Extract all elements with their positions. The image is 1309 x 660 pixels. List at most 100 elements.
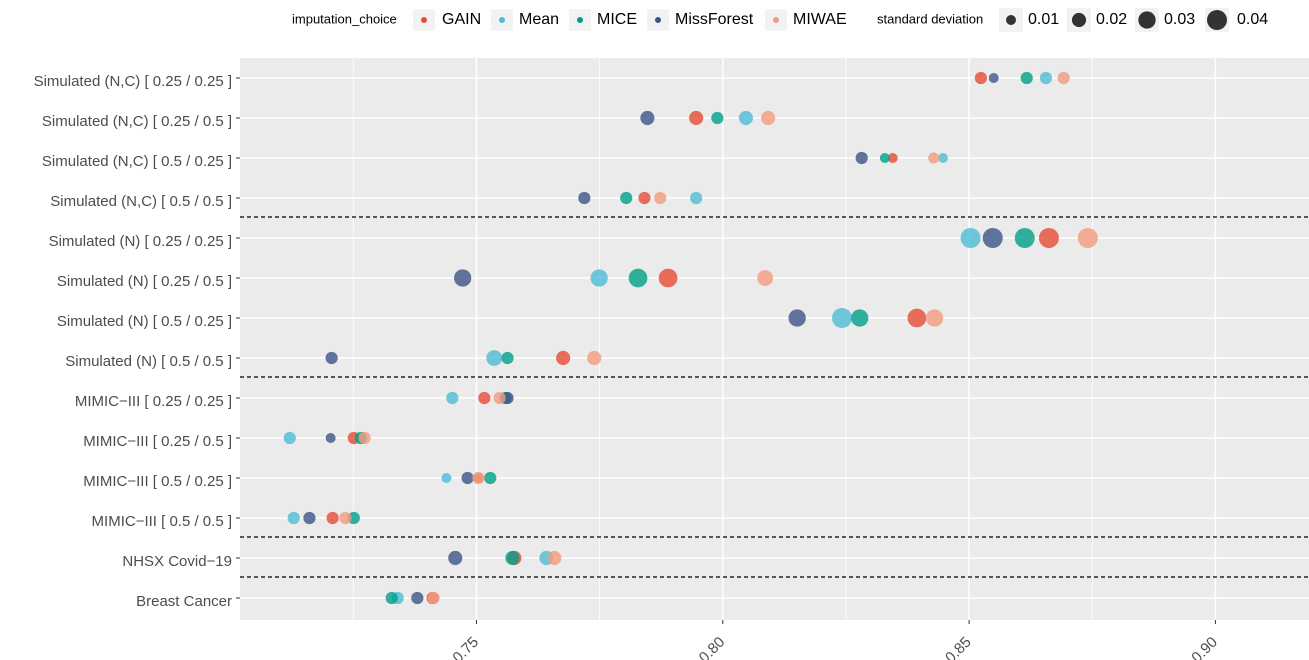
point bbox=[1039, 71, 1053, 85]
point bbox=[590, 269, 608, 287]
point bbox=[960, 228, 981, 248]
point bbox=[411, 591, 424, 605]
point bbox=[887, 153, 898, 163]
x-tick-label: 0.75 bbox=[449, 634, 482, 660]
y-tick-label: Simulated (N,C) [ 0.5 / 0.5 ] bbox=[50, 193, 232, 210]
size-legend-label: 0.04 bbox=[1237, 11, 1268, 28]
legend-key bbox=[773, 17, 779, 23]
y-tick-label: MIMIC−III [ 0.5 / 0.5 ] bbox=[92, 513, 232, 530]
point bbox=[441, 473, 452, 483]
point bbox=[689, 110, 704, 126]
point bbox=[640, 110, 655, 126]
point bbox=[974, 71, 988, 85]
point bbox=[385, 591, 398, 605]
point bbox=[325, 351, 338, 365]
point bbox=[547, 550, 562, 566]
size-legend-key bbox=[1138, 11, 1156, 29]
y-tick-label: Simulated (N) [ 0.5 / 0.25 ] bbox=[57, 313, 232, 330]
y-tick-label: MIMIC−III [ 0.25 / 0.25 ] bbox=[75, 393, 232, 410]
point bbox=[283, 431, 296, 445]
point bbox=[925, 309, 944, 327]
point bbox=[461, 471, 474, 485]
y-tick-label: MIMIC−III [ 0.25 / 0.5 ] bbox=[83, 433, 232, 450]
point bbox=[358, 431, 371, 445]
point bbox=[982, 228, 1003, 248]
point bbox=[658, 268, 678, 288]
size-legend-label: 0.02 bbox=[1096, 11, 1127, 28]
point bbox=[711, 111, 724, 125]
legend-key bbox=[421, 17, 427, 23]
point bbox=[303, 511, 316, 525]
point bbox=[690, 191, 703, 205]
point bbox=[478, 391, 491, 405]
point bbox=[486, 350, 503, 366]
point bbox=[831, 308, 852, 328]
y-tick-label: Simulated (N) [ 0.25 / 0.5 ] bbox=[57, 273, 232, 290]
x-tick-label: 0.85 bbox=[942, 634, 975, 660]
legend-key bbox=[655, 17, 661, 23]
size-legend-key bbox=[1006, 15, 1016, 25]
point bbox=[556, 350, 571, 366]
x-tick-label: 0.80 bbox=[696, 634, 729, 660]
point bbox=[638, 191, 651, 205]
legend-label: MIWAE bbox=[793, 11, 847, 28]
point bbox=[788, 309, 806, 327]
legend-key bbox=[499, 17, 505, 23]
point bbox=[1014, 228, 1035, 248]
point bbox=[1038, 228, 1059, 248]
point bbox=[448, 550, 463, 566]
point bbox=[505, 550, 520, 566]
point bbox=[761, 110, 776, 126]
size-legend-key bbox=[1071, 12, 1087, 28]
point bbox=[446, 391, 459, 405]
legend-label: GAIN bbox=[442, 11, 481, 28]
point bbox=[587, 350, 602, 366]
y-tick-label: Simulated (N) [ 0.25 / 0.25 ] bbox=[49, 233, 232, 250]
point bbox=[879, 153, 890, 163]
point bbox=[339, 511, 352, 525]
point bbox=[287, 511, 300, 525]
point bbox=[326, 511, 339, 525]
point bbox=[907, 308, 927, 328]
point bbox=[347, 511, 360, 525]
point bbox=[1020, 71, 1033, 85]
y-tick-label: Simulated (N,C) [ 0.25 / 0.5 ] bbox=[42, 113, 232, 130]
point bbox=[654, 191, 667, 205]
legend-label: MissForest bbox=[675, 11, 754, 28]
point bbox=[454, 269, 472, 287]
x-tick-label: 0.90 bbox=[1188, 634, 1221, 660]
size-legend-key bbox=[1207, 10, 1227, 30]
point bbox=[851, 309, 869, 327]
point bbox=[928, 152, 940, 164]
y-tick-label: Breast Cancer bbox=[136, 593, 232, 610]
point bbox=[1057, 71, 1070, 85]
y-tick-label: NHSX Covid−19 bbox=[122, 553, 232, 570]
y-tick-label: MIMIC−III [ 0.5 / 0.25 ] bbox=[83, 473, 232, 490]
size-legend-label: 0.01 bbox=[1028, 11, 1059, 28]
y-tick-label: Simulated (N,C) [ 0.5 / 0.25 ] bbox=[42, 153, 232, 170]
size-legend-title: standard deviation bbox=[877, 11, 983, 26]
plot-panel bbox=[240, 58, 1309, 620]
point bbox=[855, 151, 868, 165]
point bbox=[325, 433, 336, 443]
legend-key bbox=[577, 17, 583, 23]
point bbox=[620, 191, 633, 205]
point bbox=[1077, 228, 1098, 248]
legend-label: MICE bbox=[597, 11, 637, 28]
point bbox=[937, 153, 948, 163]
point bbox=[472, 471, 485, 485]
y-tick-label: Simulated (N) [ 0.5 / 0.5 ] bbox=[65, 353, 232, 370]
point bbox=[484, 471, 497, 485]
point bbox=[738, 110, 753, 126]
y-tick-label: Simulated (N,C) [ 0.25 / 0.25 ] bbox=[34, 73, 232, 90]
point bbox=[988, 73, 999, 83]
size-legend-label: 0.03 bbox=[1164, 11, 1195, 28]
point bbox=[427, 591, 440, 605]
point bbox=[501, 351, 514, 365]
point bbox=[757, 270, 774, 286]
point bbox=[628, 268, 648, 288]
point bbox=[493, 391, 506, 405]
point bbox=[578, 191, 591, 205]
legend-title: imputation_choice bbox=[292, 11, 397, 26]
